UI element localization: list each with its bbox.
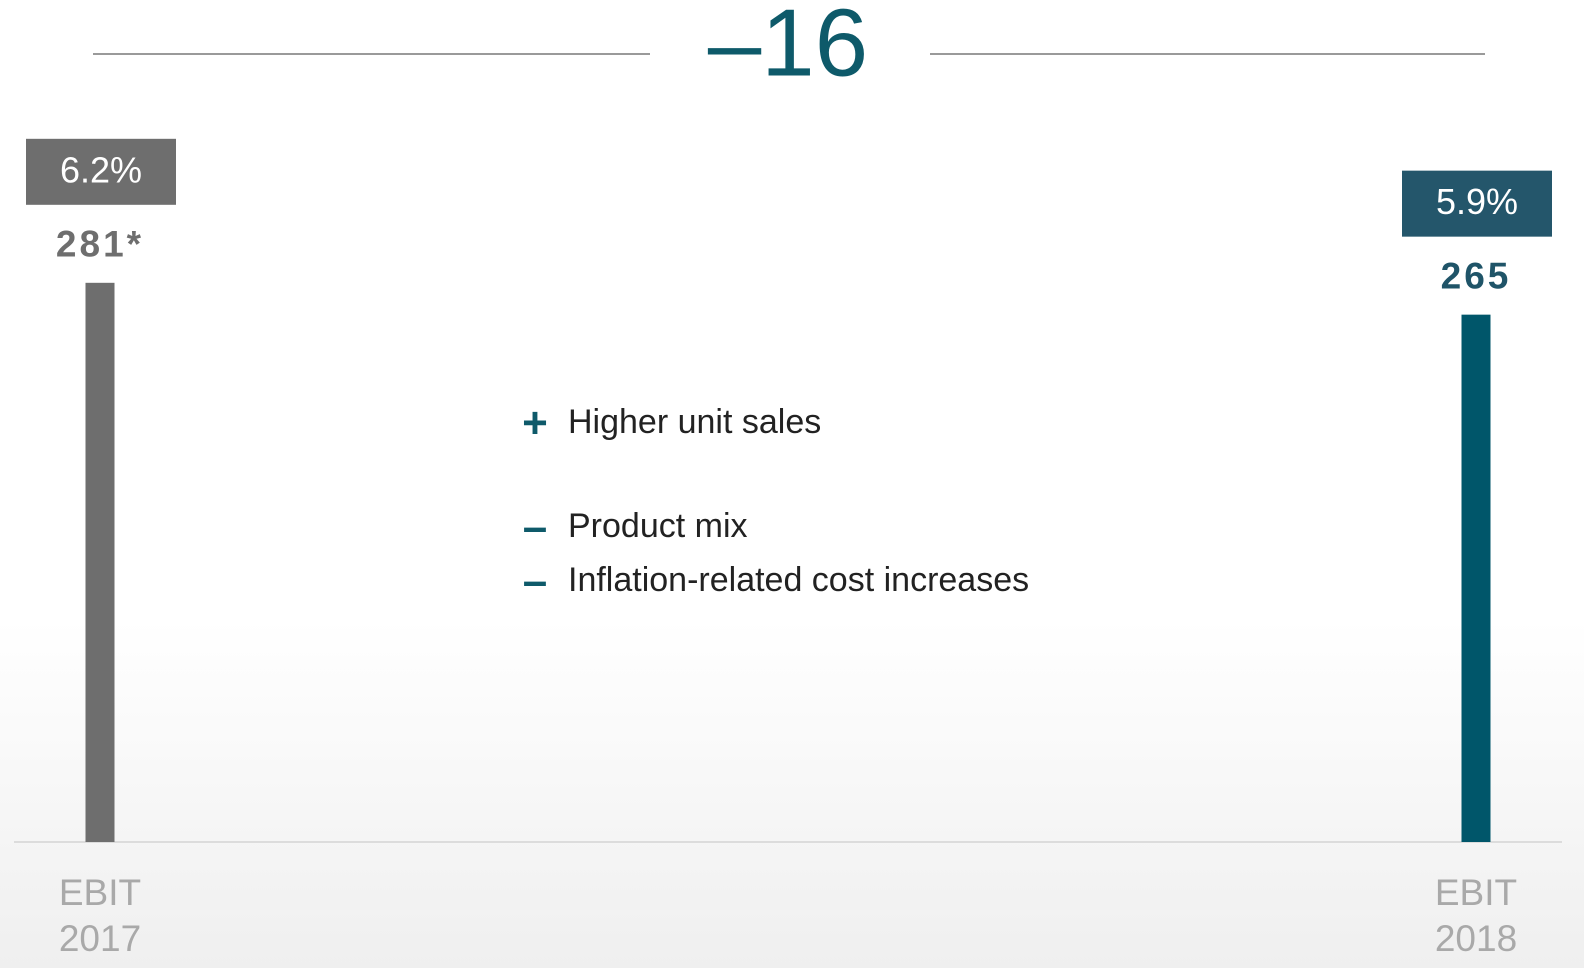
annotation-sign: + — [522, 399, 548, 448]
x-tick-label: EBIT 2017 — [58, 872, 142, 959]
annotation-text: Product mix — [568, 507, 748, 545]
annotation-sign: – — [523, 503, 547, 552]
x-tick-label: EBIT 2018 — [1434, 872, 1518, 959]
annotation-text: Inflation-related cost increases — [568, 561, 1029, 599]
value-label: 265 — [1441, 255, 1512, 296]
margin-label: 6.2% — [60, 149, 142, 190]
annotation-sign: – — [523, 557, 547, 606]
bar — [85, 282, 115, 842]
annotation-text: Higher unit sales — [568, 403, 821, 441]
margin-box — [1402, 170, 1552, 237]
value-label: 281* — [56, 224, 144, 265]
margin-box — [26, 138, 176, 205]
margin-label: 5.9% — [1436, 181, 1518, 222]
bar — [1461, 314, 1491, 842]
chart-title: –16 — [708, 0, 868, 96]
